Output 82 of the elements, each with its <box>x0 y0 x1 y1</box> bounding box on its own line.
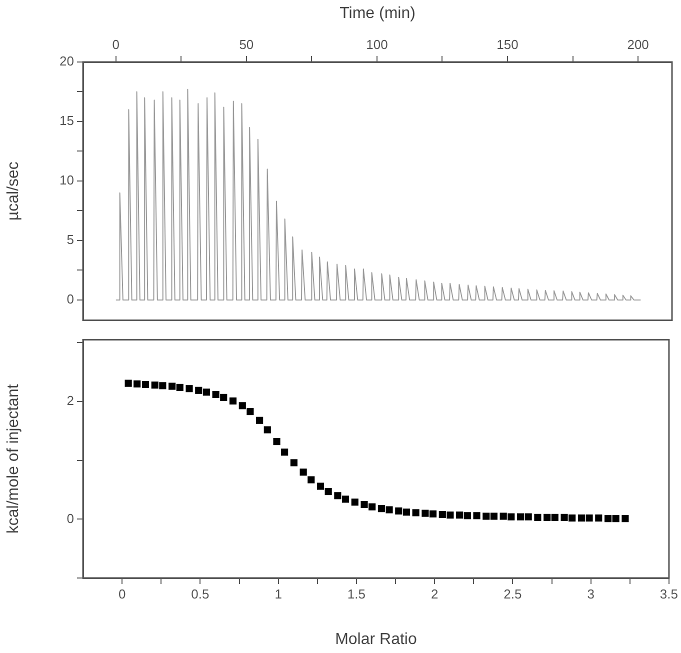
point <box>438 510 446 518</box>
point <box>186 385 193 392</box>
point <box>568 514 576 522</box>
point <box>473 512 480 520</box>
point <box>534 514 542 521</box>
point <box>281 448 288 456</box>
point <box>604 515 612 522</box>
point <box>508 513 515 520</box>
point <box>342 496 350 503</box>
point <box>273 438 280 446</box>
point <box>151 382 158 389</box>
x-tick-label: 1 <box>274 586 282 602</box>
point <box>378 505 385 512</box>
x-tick-label: 3 <box>587 586 594 602</box>
point <box>524 513 532 520</box>
point <box>168 382 176 390</box>
point <box>360 500 368 508</box>
x-tick-label: 0 <box>118 586 126 602</box>
point <box>202 388 210 396</box>
point <box>220 394 228 401</box>
y-tick-label: 10 <box>60 172 74 188</box>
point <box>612 515 620 522</box>
point <box>402 508 410 516</box>
point <box>290 459 298 466</box>
point <box>229 397 237 405</box>
point <box>308 476 315 484</box>
point <box>422 510 429 517</box>
x-tick-label: 1.5 <box>347 586 366 602</box>
point <box>368 503 376 510</box>
x-axis-title: Time (min) <box>340 5 416 22</box>
point <box>324 488 332 496</box>
point <box>412 509 420 516</box>
point <box>544 514 551 521</box>
x-tick-label: 150 <box>496 36 518 52</box>
point <box>622 515 629 522</box>
point <box>134 380 141 388</box>
point <box>256 416 264 424</box>
y-tick-label: 0 <box>66 510 74 526</box>
point <box>124 380 132 387</box>
point <box>300 468 307 476</box>
point <box>429 510 437 518</box>
x-tick-label: 50 <box>239 36 254 52</box>
x-axis-title: Molar Ratio <box>335 630 417 648</box>
point <box>386 506 393 514</box>
point <box>264 426 271 434</box>
y-tick-label: 20 <box>60 54 74 69</box>
y-axis-title: kcal/mole of injectant <box>5 384 22 534</box>
point <box>238 402 246 410</box>
point <box>159 382 166 390</box>
point <box>551 514 558 521</box>
x-tick-label: 2.5 <box>504 586 522 602</box>
point <box>500 512 507 520</box>
point <box>595 514 602 522</box>
y-tick-label: 0 <box>66 292 74 307</box>
point <box>176 384 184 391</box>
x-tick-label: 100 <box>366 36 388 52</box>
point <box>482 512 490 520</box>
point <box>456 512 464 519</box>
point <box>351 498 358 506</box>
point <box>464 512 471 520</box>
point <box>334 492 342 500</box>
point <box>490 512 498 520</box>
point <box>195 386 202 394</box>
point <box>316 482 324 490</box>
point <box>578 514 585 522</box>
y-tick-label: 15 <box>60 113 74 128</box>
x-tick-label: 0 <box>112 36 120 52</box>
point <box>560 514 568 521</box>
x-tick-label: 200 <box>627 36 649 52</box>
point <box>246 408 254 416</box>
point <box>516 513 524 520</box>
point <box>212 390 220 398</box>
x-tick-label: 2 <box>430 586 438 602</box>
x-tick-label: 3.5 <box>660 586 678 602</box>
y-tick-label: 2 <box>66 393 74 408</box>
y-tick-label: 5 <box>66 232 74 248</box>
point <box>446 512 454 519</box>
point <box>586 514 593 522</box>
point <box>142 380 150 388</box>
y-axis-title: µcal/sec <box>5 162 22 221</box>
point <box>395 507 402 514</box>
x-tick-label: 0.5 <box>191 586 210 602</box>
